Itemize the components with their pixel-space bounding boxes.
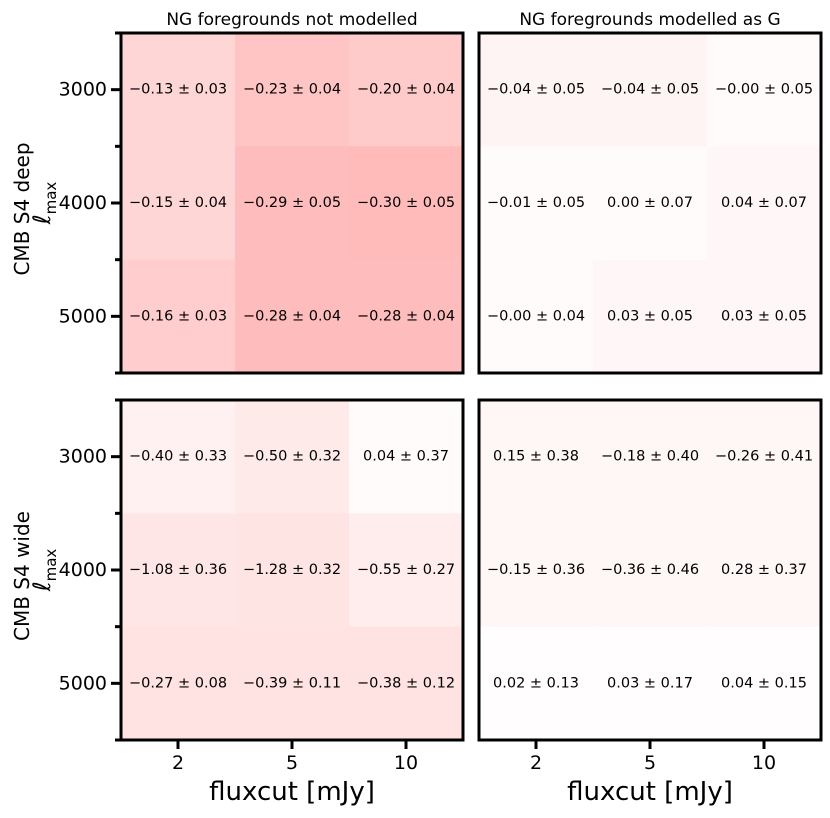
panel-title-deep-not-modelled: NG foregrounds not modelled xyxy=(166,10,417,30)
heatmap-cell-wide-modelled-r1-c0 xyxy=(479,513,594,628)
y-tick-label-deep-not-modelled-1: 4000 xyxy=(59,192,107,214)
cell-label-wide-modelled-r2-c0: 0.02 ± 0.13 xyxy=(493,675,579,691)
x-tick-label-wide-modelled-2: 10 xyxy=(752,752,776,774)
y-tick-label-deep-not-modelled-0: 3000 xyxy=(59,79,107,101)
y-axis-label-wide-not-modelled: ℓmax xyxy=(28,549,60,593)
heatmap-cell-deep-modelled-r0-c0 xyxy=(479,33,594,147)
heatmap-cell-wide-not-modelled-r2-c0 xyxy=(121,626,236,741)
heatmap-cell-wide-not-modelled-r2-c2 xyxy=(349,626,464,741)
heatmap-cell-wide-modelled-r0-c2 xyxy=(707,400,822,514)
cell-label-deep-modelled-r2-c0: −0.00 ± 0.04 xyxy=(487,308,585,324)
row-label-deep-not-modelled: CMB S4 deep xyxy=(10,142,34,275)
x-tick-label-wide-not-modelled-0: 2 xyxy=(172,752,184,774)
x-tick-label-wide-modelled-1: 5 xyxy=(644,752,656,774)
heatmap-cell-deep-not-modelled-r0-c0 xyxy=(121,33,236,147)
cell-label-deep-not-modelled-r1-c1: −0.29 ± 0.05 xyxy=(243,195,341,211)
cell-label-wide-not-modelled-r2-c0: −0.27 ± 0.08 xyxy=(129,675,227,691)
heatmap-cell-deep-modelled-r2-c1 xyxy=(593,259,708,374)
cell-label-deep-modelled-r0-c2: −0.00 ± 0.05 xyxy=(715,82,813,98)
heatmap-cell-deep-modelled-r0-c2 xyxy=(707,33,822,147)
cell-label-deep-modelled-r0-c1: −0.04 ± 0.05 xyxy=(601,82,699,98)
cell-label-wide-modelled-r1-c0: −0.15 ± 0.36 xyxy=(487,562,585,578)
cell-label-wide-modelled-r0-c1: −0.18 ± 0.40 xyxy=(601,449,699,465)
cell-label-wide-not-modelled-r0-c2: 0.04 ± 0.37 xyxy=(363,449,449,465)
heatmap-cell-deep-not-modelled-r1-c1 xyxy=(235,146,350,261)
heatmap-cell-deep-not-modelled-r1-c0 xyxy=(121,146,236,261)
x-tick-label-wide-not-modelled-2: 10 xyxy=(394,752,418,774)
cell-label-wide-not-modelled-r0-c1: −0.50 ± 0.32 xyxy=(243,449,341,465)
cell-label-wide-modelled-r1-c2: 0.28 ± 0.37 xyxy=(721,562,807,578)
y-tick-label-wide-not-modelled-2: 5000 xyxy=(59,672,107,694)
heatmap-cell-deep-not-modelled-r0-c2 xyxy=(349,33,464,147)
cell-label-deep-not-modelled-r1-c2: −0.30 ± 0.05 xyxy=(357,195,455,211)
heatmap-cell-deep-modelled-r2-c2 xyxy=(707,259,822,374)
heatmap-cell-deep-modelled-r1-c0 xyxy=(479,146,594,261)
cell-label-deep-modelled-r1-c2: 0.04 ± 0.07 xyxy=(721,195,807,211)
cell-label-deep-not-modelled-r2-c0: −0.16 ± 0.03 xyxy=(129,308,227,324)
heatmap-cell-wide-modelled-r1-c1 xyxy=(593,513,708,628)
y-tick-label-wide-not-modelled-0: 3000 xyxy=(59,446,107,468)
cell-label-wide-modelled-r2-c2: 0.04 ± 0.15 xyxy=(721,675,807,691)
cell-label-wide-not-modelled-r0-c0: −0.40 ± 0.33 xyxy=(129,449,227,465)
cell-label-deep-modelled-r1-c1: 0.00 ± 0.07 xyxy=(607,195,693,211)
heatmap-cell-wide-not-modelled-r1-c2 xyxy=(349,513,464,628)
heatmap-cell-deep-not-modelled-r0-c1 xyxy=(235,33,350,147)
heatmap-cell-wide-modelled-r2-c1 xyxy=(593,626,708,741)
heatmap-cell-wide-not-modelled-r1-c0 xyxy=(121,513,236,628)
cell-label-wide-not-modelled-r2-c2: −0.38 ± 0.12 xyxy=(357,675,455,691)
heatmap-cell-deep-modelled-r1-c1 xyxy=(593,146,708,261)
y-tick-label-deep-not-modelled-2: 5000 xyxy=(59,305,107,327)
heatmap-cell-deep-not-modelled-r2-c2 xyxy=(349,259,464,374)
cell-label-deep-not-modelled-r0-c0: −0.13 ± 0.03 xyxy=(129,82,227,98)
x-tick-label-wide-modelled-0: 2 xyxy=(530,752,542,774)
cell-label-wide-not-modelled-r1-c0: −1.08 ± 0.36 xyxy=(129,562,227,578)
cell-label-wide-modelled-r1-c1: −0.36 ± 0.46 xyxy=(601,562,699,578)
x-tick-label-wide-not-modelled-1: 5 xyxy=(286,752,298,774)
heatmap-cell-deep-not-modelled-r1-c2 xyxy=(349,146,464,261)
cell-label-deep-not-modelled-r2-c1: −0.28 ± 0.04 xyxy=(243,308,341,324)
heatmap-cell-wide-not-modelled-r0-c1 xyxy=(235,400,350,514)
heatmap-cell-wide-modelled-r2-c0 xyxy=(479,626,594,741)
heatmap-cell-wide-modelled-r0-c0 xyxy=(479,400,594,514)
x-axis-label-wide-not-modelled: fluxcut [mJy] xyxy=(209,777,375,807)
row-label-wide-not-modelled: CMB S4 wide xyxy=(10,511,34,641)
cell-label-deep-modelled-r1-c0: −0.01 ± 0.05 xyxy=(487,195,585,211)
cell-label-wide-not-modelled-r2-c1: −0.39 ± 0.11 xyxy=(243,675,341,691)
heatmap-cell-wide-modelled-r1-c2 xyxy=(707,513,822,628)
cell-label-deep-modelled-r0-c0: −0.04 ± 0.05 xyxy=(487,82,585,98)
heatmap-cell-wide-not-modelled-r1-c1 xyxy=(235,513,350,628)
heatmap-cell-wide-modelled-r2-c2 xyxy=(707,626,822,741)
y-axis-label-deep-not-modelled: ℓmax xyxy=(28,182,60,226)
cell-label-deep-modelled-r2-c1: 0.03 ± 0.05 xyxy=(607,308,693,324)
heatmap-cell-deep-modelled-r0-c1 xyxy=(593,33,708,147)
cell-label-deep-not-modelled-r0-c2: −0.20 ± 0.04 xyxy=(357,82,455,98)
cell-label-wide-modelled-r0-c0: 0.15 ± 0.38 xyxy=(493,449,579,465)
heatmap-cell-wide-modelled-r0-c1 xyxy=(593,400,708,514)
cell-label-deep-not-modelled-r2-c2: −0.28 ± 0.04 xyxy=(357,308,455,324)
cell-label-wide-not-modelled-r1-c2: −0.55 ± 0.27 xyxy=(357,562,455,578)
cell-label-wide-modelled-r2-c1: 0.03 ± 0.17 xyxy=(607,675,693,691)
cell-label-deep-not-modelled-r1-c0: −0.15 ± 0.04 xyxy=(129,195,227,211)
panel-title-deep-modelled: NG foregrounds modelled as G xyxy=(519,10,780,30)
x-axis-label-wide-modelled: fluxcut [mJy] xyxy=(567,777,733,807)
heatmap-cell-wide-not-modelled-r0-c2 xyxy=(349,400,464,514)
heatmap-cell-wide-not-modelled-r2-c1 xyxy=(235,626,350,741)
heatmap-cell-deep-not-modelled-r2-c1 xyxy=(235,259,350,374)
cell-label-wide-not-modelled-r1-c1: −1.28 ± 0.32 xyxy=(243,562,341,578)
cell-label-wide-modelled-r0-c2: −0.26 ± 0.41 xyxy=(715,449,813,465)
y-tick-label-wide-not-modelled-1: 4000 xyxy=(59,559,107,581)
heatmap-cell-wide-not-modelled-r0-c0 xyxy=(121,400,236,514)
heatmap-cell-deep-modelled-r1-c2 xyxy=(707,146,822,261)
cell-label-deep-not-modelled-r0-c1: −0.23 ± 0.04 xyxy=(243,82,341,98)
heatmap-cell-deep-not-modelled-r2-c0 xyxy=(121,259,236,374)
cell-label-deep-modelled-r2-c2: 0.03 ± 0.05 xyxy=(721,308,807,324)
panel-frame-deep-modelled xyxy=(477,31,823,375)
heatmap-cell-deep-modelled-r2-c0 xyxy=(479,259,594,374)
